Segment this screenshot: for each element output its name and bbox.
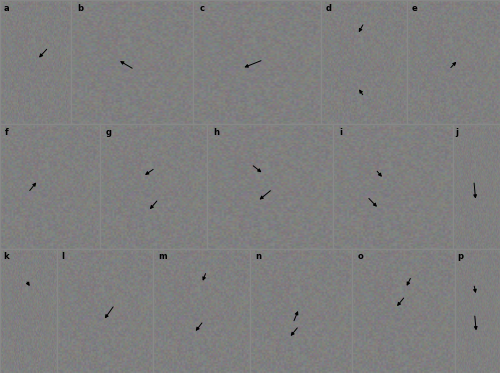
Text: c: c — [200, 4, 204, 13]
Text: k: k — [3, 253, 8, 261]
Text: g: g — [106, 128, 112, 137]
Text: l: l — [62, 253, 64, 261]
Text: j: j — [456, 128, 458, 137]
Text: a: a — [4, 4, 9, 13]
Text: f: f — [5, 128, 9, 137]
Text: b: b — [78, 4, 84, 13]
Text: d: d — [326, 4, 332, 13]
Text: p: p — [457, 253, 463, 261]
Text: e: e — [412, 4, 418, 13]
Text: m: m — [158, 253, 167, 261]
Text: h: h — [213, 128, 219, 137]
Text: i: i — [340, 128, 342, 137]
Text: o: o — [358, 253, 363, 261]
Text: n: n — [255, 253, 261, 261]
